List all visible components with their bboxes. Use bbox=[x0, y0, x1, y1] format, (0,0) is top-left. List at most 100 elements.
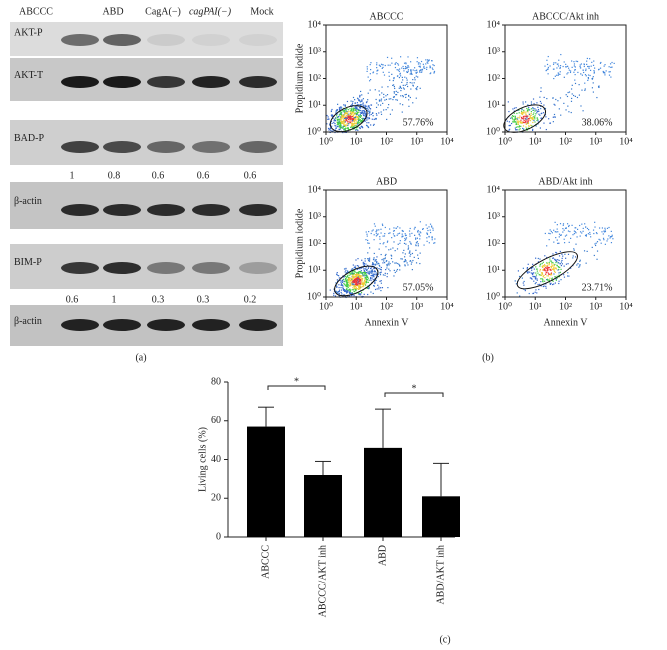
cell-dot bbox=[526, 123, 528, 125]
cell-dot bbox=[400, 95, 402, 97]
cell-dot bbox=[388, 104, 390, 106]
band bbox=[61, 319, 99, 331]
cell-dot bbox=[336, 292, 338, 294]
cell-dot bbox=[574, 66, 576, 68]
cell-dot bbox=[518, 120, 520, 122]
cell-dot bbox=[516, 292, 518, 294]
cell-dot bbox=[608, 226, 610, 229]
cell-dot bbox=[598, 227, 601, 229]
cell-dot bbox=[338, 115, 340, 118]
cell-dot bbox=[514, 118, 517, 120]
cell-dot bbox=[360, 286, 363, 288]
cell-dot bbox=[580, 63, 583, 65]
cell-dot bbox=[561, 257, 563, 259]
cell-dot bbox=[375, 118, 378, 120]
cell-dot bbox=[386, 118, 388, 121]
cell-dot bbox=[416, 86, 419, 88]
cell-dot bbox=[365, 231, 367, 233]
cell-dot bbox=[379, 274, 382, 276]
cell-dot bbox=[552, 97, 554, 99]
cell-dot bbox=[542, 269, 544, 271]
cell-dot bbox=[355, 107, 357, 109]
cell-dot bbox=[335, 127, 337, 129]
cell-dot bbox=[544, 280, 546, 282]
cell-dot bbox=[591, 77, 594, 79]
cell-dot bbox=[419, 65, 421, 67]
cell-dot bbox=[336, 115, 338, 117]
cell-dot bbox=[341, 107, 343, 109]
cell-dot bbox=[372, 284, 375, 287]
cell-dot bbox=[357, 274, 359, 276]
x-tick-label: 10⁴ bbox=[440, 301, 454, 312]
cell-dot bbox=[355, 282, 357, 284]
cell-dot bbox=[358, 285, 361, 288]
cell-dot bbox=[350, 100, 352, 102]
cell-dot bbox=[556, 277, 558, 279]
cell-dot bbox=[522, 116, 525, 118]
cell-dot bbox=[337, 118, 340, 120]
plot-title: ABCCC bbox=[370, 11, 404, 22]
cell-dot bbox=[351, 272, 354, 275]
cell-dot bbox=[535, 266, 537, 268]
cell-dot bbox=[343, 288, 346, 291]
cell-dot bbox=[336, 286, 338, 288]
cell-dot bbox=[562, 223, 565, 225]
cell-dot bbox=[584, 74, 587, 76]
cell-dot bbox=[558, 233, 561, 235]
bar bbox=[422, 496, 460, 537]
cell-dot bbox=[545, 116, 547, 118]
cell-dot bbox=[514, 129, 517, 131]
cell-dot bbox=[557, 262, 559, 264]
y-tick-label: 10² bbox=[308, 73, 321, 84]
cell-dot bbox=[357, 121, 359, 124]
cell-dot bbox=[351, 102, 354, 104]
cell-dot bbox=[358, 99, 360, 102]
cell-dot bbox=[376, 261, 378, 264]
cell-dot bbox=[574, 231, 576, 233]
cell-dot bbox=[374, 270, 376, 273]
cell-dot bbox=[342, 116, 345, 118]
cell-dot bbox=[345, 115, 347, 117]
cell-dot bbox=[532, 107, 534, 109]
cell-dot bbox=[521, 277, 523, 279]
cell-dot bbox=[365, 273, 367, 275]
cell-dot bbox=[558, 280, 560, 282]
cell-dot bbox=[343, 128, 345, 130]
cell-dot bbox=[347, 111, 349, 113]
cell-dot bbox=[378, 100, 381, 102]
cell-dot bbox=[382, 235, 384, 237]
cell-dot bbox=[363, 114, 365, 117]
blot bbox=[10, 305, 283, 346]
cell-dot bbox=[521, 117, 524, 119]
blot-label: AKT-P bbox=[14, 27, 43, 38]
cell-dot bbox=[359, 280, 361, 282]
cell-dot bbox=[334, 131, 336, 134]
cell-dot bbox=[363, 118, 365, 120]
cell-dot bbox=[346, 283, 348, 285]
cell-dot bbox=[513, 120, 516, 122]
cell-dot bbox=[330, 110, 333, 113]
cell-dot bbox=[525, 120, 527, 123]
cell-dot bbox=[515, 121, 517, 123]
cell-dot bbox=[415, 72, 417, 74]
cell-dot bbox=[366, 70, 368, 73]
cell-dot bbox=[367, 277, 369, 279]
cell-dot bbox=[543, 269, 545, 271]
cell-dot bbox=[385, 95, 387, 97]
cell-dot bbox=[421, 71, 423, 73]
cell-dot bbox=[573, 248, 575, 250]
cell-dot bbox=[417, 245, 419, 247]
cell-dot bbox=[360, 272, 362, 274]
cell-dot bbox=[361, 295, 363, 298]
cell-dot bbox=[370, 267, 373, 269]
cell-dot bbox=[514, 121, 516, 123]
cell-dot bbox=[407, 70, 409, 72]
cell-dot bbox=[407, 56, 409, 58]
cell-dot bbox=[393, 269, 395, 272]
cell-dot bbox=[405, 63, 407, 65]
cell-dot bbox=[546, 245, 548, 247]
cell-dot bbox=[543, 104, 545, 106]
cell-dot bbox=[407, 245, 409, 247]
cell-dot bbox=[412, 69, 414, 71]
cell-dot bbox=[327, 127, 330, 130]
